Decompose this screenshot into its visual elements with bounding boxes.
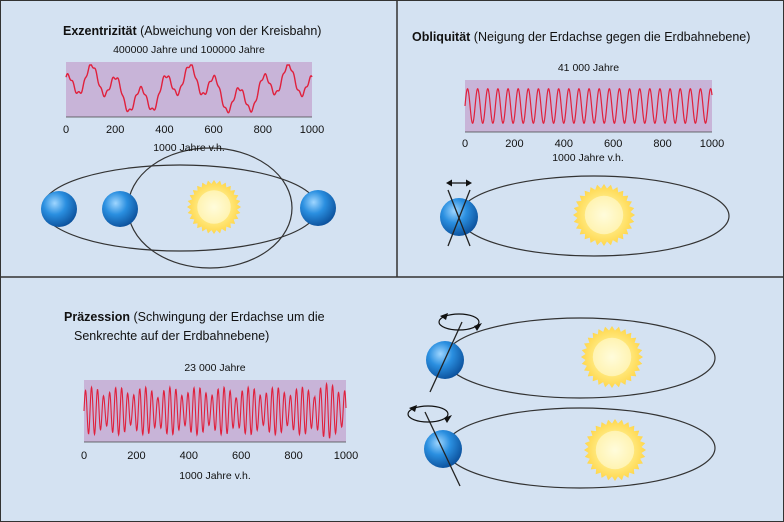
obliquity-plot-area [465,80,712,132]
earth-axis-line [447,189,471,247]
eccentricity-wave-line [65,64,313,114]
eccentricity-x-tick-label: 600 [204,124,223,136]
earth-axis-line [429,321,463,393]
obliquity-x-tick-label: 200 [505,138,524,150]
precession-x-tick-label: 400 [179,450,198,462]
obliquity-x-tick-label: 400 [554,138,573,150]
obliquity-period: 41 000 Jahre [557,62,620,74]
tilt-range-arrow-icon [446,179,472,187]
sun-icon [573,184,635,246]
precession-x-tick-label: 1000 [333,450,359,462]
eccentricity-x-tick-label: 200 [106,124,125,136]
earth-icon [41,191,77,227]
precession-x-tick-label: 200 [127,450,146,462]
eccentricity-x-tick-label: 400 [155,124,174,136]
circular-orbit [41,164,319,252]
obliquity-x-tick-label: 800 [653,138,672,150]
eccentricity-period: 400000 Jahre und 100000 Jahre [113,44,265,56]
rotation-arrow-icon [438,313,482,331]
precession-title-line2: Senkrechte auf der Erdbahnebene) [74,329,270,343]
eccentricity-x-axis-label: 1000 Jahre v.h. [153,142,225,154]
eccentricity-x-tick-label: 800 [253,124,272,136]
obliquity-x-tick-label: 1000 [699,138,725,150]
obliquity-x-axis-label: 1000 Jahre v.h. [552,152,624,164]
precession-orbit-lower [444,407,716,489]
earth-icon [102,191,138,227]
sun-icon [584,419,646,481]
earth-axis-line [424,411,461,487]
precession-wave-line [83,381,347,439]
eccentricity-x-tick-label: 0 [62,124,70,136]
eccentricity-title: Exzentrizität (Abweichung von der Kreisb… [63,24,322,38]
precession-x-tick-label: 0 [80,450,88,462]
precession-x-tick-label: 600 [232,450,251,462]
precession-orbit-upper [444,317,716,399]
obliquity-x-tick-label: 0 [461,138,469,150]
obliquity-wave-line [464,87,713,125]
sun-icon [187,180,241,234]
obliquity-title: Obliquität (Neigung der Erdachse gegen d… [412,30,751,44]
rotation-arrow-icon [407,405,452,423]
precession-x-axis-label: 1000 Jahre v.h. [179,470,251,482]
obliquity-x-tick-label: 600 [604,138,623,150]
precession-period: 23 000 Jahre [184,362,246,374]
precession-title: Präzession (Schwingung der Erdachse um d… [64,310,325,324]
sun-icon [581,326,643,388]
earth-icon [300,190,336,226]
precession-x-tick-label: 800 [284,450,303,462]
eccentricity-plot-area [66,62,312,117]
eccentricity-x-tick-label: 1000 [299,124,325,136]
